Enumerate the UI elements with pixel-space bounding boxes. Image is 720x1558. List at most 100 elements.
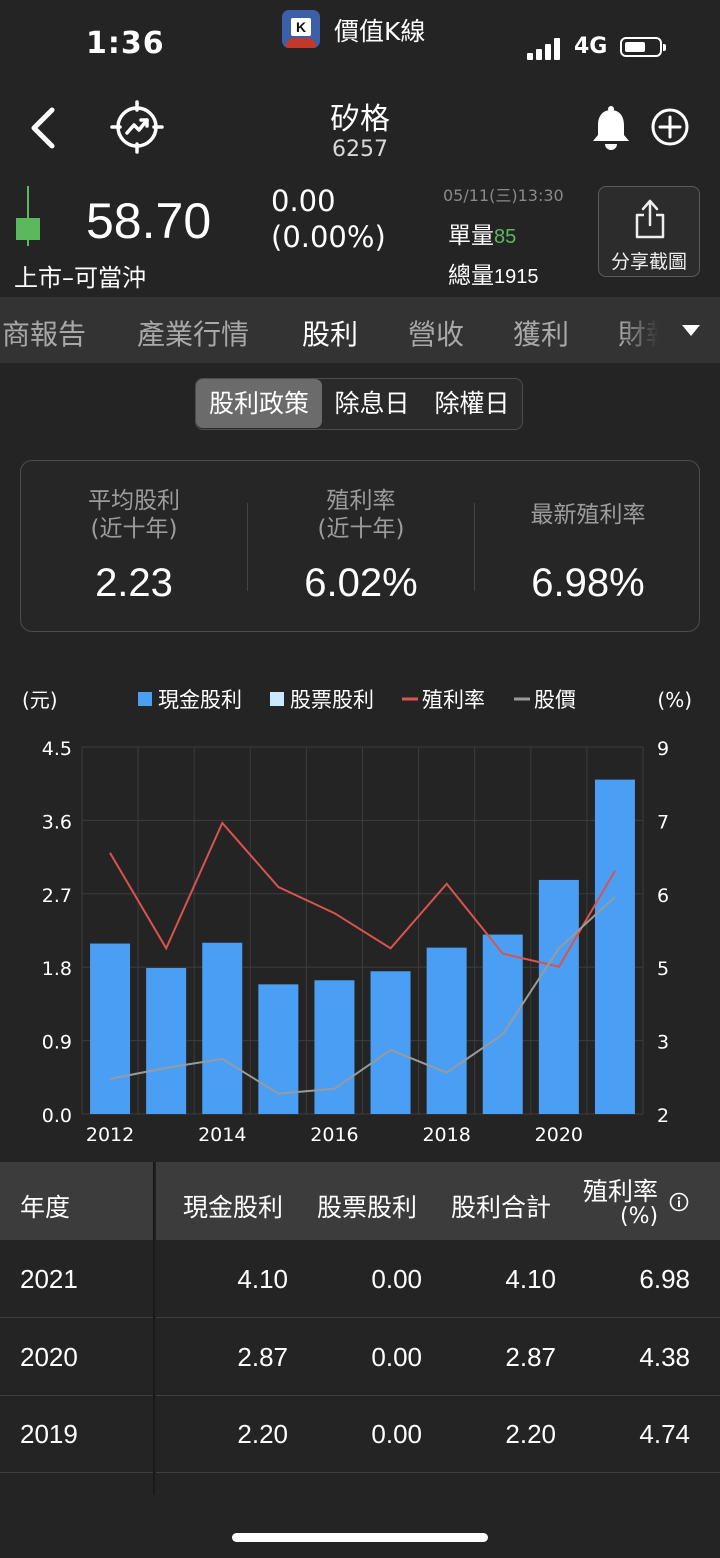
header-cash-dividend: 現金股利	[183, 1193, 284, 1222]
tab-revenue[interactable]: 營收	[408, 318, 465, 351]
cell-stock: 0.00	[371, 1419, 422, 1449]
x-tick-label: 2020	[535, 1124, 583, 1146]
share-screenshot-button[interactable]: 分享截圖	[598, 186, 700, 277]
dividend-chart: 0.0 2 0.9 3 1.8 5 2.7 6 3.6 7 4.5 9 2012 2014 2016 2018…	[22, 688, 692, 1146]
segment-dividend-policy[interactable]: 股利政策	[196, 379, 322, 428]
avg-dividend-stat: 平均股利 (近十年) 2.23	[21, 461, 247, 631]
header-yield: 殖利率	[583, 1177, 659, 1206]
legend-swatch	[270, 692, 284, 706]
table-row[interactable]: 2020 2.87 0.00 2.87 4.38	[0, 1318, 720, 1396]
tab-report[interactable]: 商報告	[2, 318, 87, 351]
bar-cash-dividend	[314, 980, 355, 1114]
unit-volume: 單量85	[448, 223, 517, 249]
cell-cash: 2.87	[237, 1341, 288, 1372]
cell-year: 2020	[20, 1341, 78, 1372]
x-tick-label: 2018	[422, 1124, 470, 1146]
home-indicator[interactable]	[232, 1533, 488, 1542]
signal-icon	[527, 38, 560, 60]
tab-more-button[interactable]	[664, 297, 720, 363]
y-left-tick-label: 0.9	[42, 1032, 72, 1054]
legend-label: 現金股利	[158, 688, 242, 712]
tab-industry[interactable]: 產業行情	[137, 318, 250, 351]
bar-cash-dividend	[146, 968, 187, 1114]
table-row[interactable]: 2019 2.20 0.00 2.20 4.74	[0, 1395, 720, 1473]
cell-year: 2021	[20, 1264, 78, 1294]
latest-yield-stat: 最新殖利率 6.98%	[475, 461, 701, 631]
table-row[interactable]: 2021 4.10 0.00 4.10 6.98	[0, 1240, 720, 1318]
bar-cash-dividend	[594, 779, 635, 1114]
divider	[247, 503, 248, 591]
y-right-tick-label: 9	[657, 738, 669, 760]
cell-yield: 4.38	[639, 1341, 690, 1372]
stat-value: 2.23	[95, 561, 173, 605]
network-type: 4G	[574, 34, 608, 59]
stat-label: 最新殖利率	[530, 502, 646, 528]
y-left-tick-label: 4.5	[42, 738, 72, 760]
header-yield-unit: (%)	[620, 1204, 659, 1229]
app-logo-k-icon: K	[291, 18, 311, 36]
cell-total: 4.10	[505, 1264, 556, 1294]
back-chevron-icon[interactable]	[26, 106, 60, 150]
candlestick-icon	[16, 186, 40, 246]
market-type: 上市–可當沖	[14, 264, 146, 292]
tab-dividend[interactable]: 股利	[302, 318, 359, 351]
segment-ex-dividend-date[interactable]: 除息日	[334, 389, 410, 418]
app-icon: K	[282, 10, 320, 48]
legend-label: 殖利率	[422, 688, 485, 712]
avg-yield-stat: 殖利率 (近十年) 6.02%	[248, 461, 474, 631]
app-name: 價值K線	[334, 17, 426, 46]
y-right-tick-label: 7	[657, 811, 669, 833]
header-total-dividend: 股利合計	[451, 1193, 552, 1222]
trend-target-icon[interactable]	[110, 100, 164, 154]
bar-cash-dividend	[370, 971, 411, 1114]
cell-cash: 2.20	[237, 1419, 288, 1449]
header-stock-dividend: 股票股利	[317, 1193, 418, 1222]
y-left-tick-label: 1.8	[42, 958, 72, 980]
change-value: 0.00	[271, 184, 336, 218]
cell-cash: 4.10	[237, 1264, 288, 1294]
cell-stock: 0.00	[371, 1341, 422, 1372]
cell-stock: 0.00	[371, 1264, 422, 1294]
y-right-tick-label: 5	[657, 958, 669, 980]
caret-down-icon	[682, 325, 700, 336]
stat-label: 殖利率 (近十年)	[317, 488, 405, 542]
quote-time: 05/11(三)13:30	[443, 186, 564, 205]
y-right-tick-label: 6	[657, 885, 669, 907]
bell-icon[interactable]	[590, 106, 632, 150]
price-change: 0.00 (0.00%)	[271, 183, 386, 255]
cell-yield: 6.98	[639, 1264, 690, 1294]
dividend-summary-card: 平均股利 (近十年) 2.23 殖利率 (近十年) 6.02% 最新殖利率 6.…	[20, 460, 700, 632]
left-axis-unit: (元)	[22, 688, 58, 712]
table-header: 年度 現金股利 股票股利 股利合計 殖利率 (%)	[0, 1162, 720, 1240]
legend-label: 股票股利	[290, 688, 374, 712]
stock-code: 6257	[332, 137, 388, 162]
segment-ex-rights-date[interactable]: 除權日	[434, 389, 510, 418]
cell-yield: 4.74	[639, 1419, 690, 1449]
share-label: 分享截圖	[610, 251, 687, 273]
y-right-tick-label: 2	[657, 1105, 669, 1127]
x-tick-label: 2012	[86, 1124, 134, 1146]
battery-icon	[620, 37, 666, 57]
x-tick-label: 2016	[310, 1124, 358, 1146]
right-axis-unit: (%)	[657, 688, 692, 712]
y-left-tick-label: 2.7	[42, 885, 72, 907]
cell-total: 2.87	[505, 1341, 556, 1372]
stat-label: 平均股利 (近十年)	[88, 488, 180, 542]
y-left-tick-label: 0.0	[42, 1105, 72, 1127]
bar-cash-dividend	[482, 934, 523, 1114]
add-circle-icon[interactable]	[650, 107, 690, 147]
cell-year: 2019	[20, 1419, 78, 1449]
info-icon[interactable]	[669, 1192, 689, 1212]
bar-cash-dividend	[202, 942, 243, 1114]
bar-cash-dividend	[538, 879, 579, 1114]
line-price	[109, 896, 616, 1095]
header-year: 年度	[20, 1193, 71, 1222]
line-yield	[109, 821, 616, 968]
status-time: 1:36	[86, 26, 165, 61]
stock-name: 矽格	[330, 102, 390, 137]
change-percent: (0.00%)	[271, 220, 386, 254]
section-tabs: 商報告 產業行情 股利 營收 獲利 財報	[0, 297, 720, 363]
tab-profit[interactable]: 獲利	[513, 318, 570, 351]
cell-total: 2.20	[505, 1419, 556, 1449]
y-right-tick-label: 3	[657, 1032, 669, 1054]
